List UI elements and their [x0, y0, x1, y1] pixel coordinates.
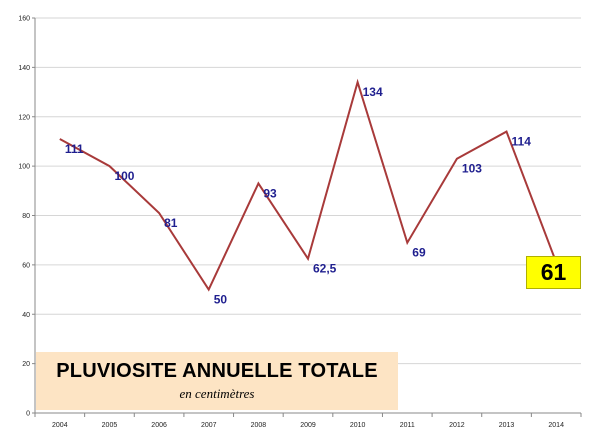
y-tick-label: 160	[18, 16, 30, 23]
x-tick-label: 2006	[151, 422, 167, 429]
x-tick-label: 2009	[300, 422, 316, 429]
x-tick-label: 2010	[350, 422, 366, 429]
data-label: 62,5	[313, 262, 337, 276]
x-tick-label: 2012	[449, 422, 465, 429]
y-axis-ticks: 0 20 40 60 80 100 120 140 160	[18, 16, 30, 418]
y-tick-label: 60	[22, 262, 30, 269]
chart-title-box: PLUVIOSITE ANNUELLE TOTALE en centimètre…	[36, 352, 398, 410]
data-label: 111	[65, 142, 84, 156]
data-labels: 111 100 81 50 93 62,5 134 69 103 114	[65, 85, 531, 306]
x-tick-label: 2011	[400, 422, 415, 429]
y-tick-label: 120	[18, 114, 30, 121]
data-label: 114	[512, 135, 532, 149]
axes	[32, 17, 582, 417]
chart-subtitle: en centimètres	[179, 386, 255, 401]
y-tick-label: 0	[26, 411, 30, 418]
data-label: 81	[164, 216, 178, 230]
x-tick-label: 2007	[201, 422, 217, 429]
chart-title: PLUVIOSITE ANNUELLE TOTALE	[56, 360, 378, 382]
series-line	[59, 78, 558, 292]
x-tick-label: 2013	[499, 422, 515, 429]
x-tick-label: 2004	[52, 422, 68, 429]
y-tick-label: 40	[22, 312, 30, 319]
last-value-highlight: 61	[526, 256, 581, 289]
y-tick-label: 80	[22, 213, 30, 220]
data-label: 50	[214, 293, 228, 307]
series-line-path	[59, 78, 558, 292]
data-label: 134	[363, 85, 383, 99]
x-tick-label: 2005	[102, 422, 118, 429]
y-tick-label: 140	[18, 65, 30, 72]
x-axis-ticks: 2004 2005 2006 2007 2008 2009 2010 2011 2012 2013…	[52, 422, 564, 429]
data-label: 69	[412, 246, 426, 260]
x-tick-label: 2014	[548, 422, 564, 429]
data-label: 103	[462, 162, 482, 176]
y-tick-label: 20	[22, 361, 30, 368]
data-label: 100	[114, 169, 134, 183]
x-tick-label: 2008	[251, 422, 267, 429]
data-label: 93	[263, 186, 277, 200]
y-tick-label: 100	[18, 164, 30, 171]
grid-lines	[35, 17, 581, 365]
